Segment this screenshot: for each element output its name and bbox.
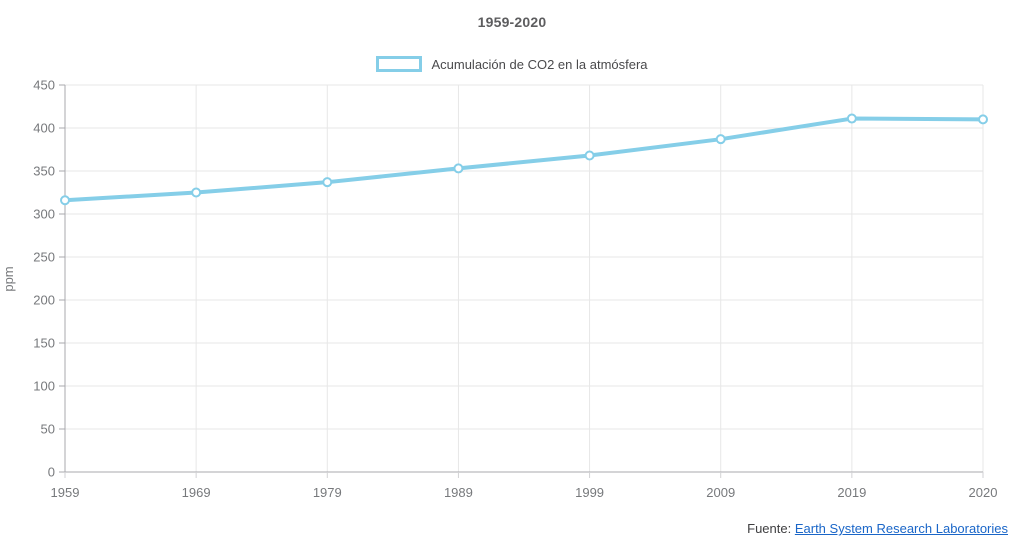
data-point-1989[interactable]: [453, 163, 464, 174]
y-tick-label: 300: [33, 207, 55, 222]
x-tick-label: 2009: [706, 485, 735, 500]
data-point-1969[interactable]: [191, 187, 202, 198]
source-attribution: Fuente: Earth System Research Laboratori…: [747, 521, 1008, 536]
y-tick-label: 350: [33, 164, 55, 179]
data-point-1959[interactable]: [60, 195, 70, 206]
legend-item-co2[interactable]: Acumulación de CO2 en la atmósfera: [376, 56, 648, 72]
y-tick-label: 200: [33, 293, 55, 308]
y-tick-label: 400: [33, 121, 55, 136]
x-tick-label: 2020: [969, 485, 998, 500]
data-point-2019[interactable]: [846, 113, 857, 124]
x-tick-label: 1979: [313, 485, 342, 500]
source-label: Fuente:: [747, 521, 795, 536]
chart-legend: Acumulación de CO2 en la atmósfera: [0, 56, 1024, 72]
line-chart-canvas: 0 50 100 150 200 250 300 350 400 450 1959 1969 1979 1…: [1, 78, 998, 501]
x-tick-label: 1959: [51, 485, 80, 500]
legend-label: Acumulación de CO2 en la atmósfera: [431, 56, 648, 72]
x-tick-label: 1989: [444, 485, 473, 500]
y-tick-label: 250: [33, 250, 55, 265]
chart-title: 1959-2020: [477, 14, 547, 30]
data-point-2020[interactable]: [978, 114, 988, 125]
data-point-1999[interactable]: [584, 150, 595, 161]
data-point-2009[interactable]: [715, 134, 726, 145]
y-tick-label: 150: [33, 336, 55, 351]
y-tick-label: 100: [33, 379, 55, 394]
x-tick-label: 1969: [182, 485, 211, 500]
series-line: [63, 116, 985, 203]
y-tick-label: 450: [33, 78, 55, 93]
x-tick-label: 2019: [837, 485, 866, 500]
source-link[interactable]: Earth System Research Laboratories: [794, 521, 1008, 536]
y-tick-label: 0: [48, 465, 55, 480]
x-tick-label: 1999: [575, 485, 604, 500]
data-point-1979[interactable]: [322, 177, 333, 188]
legend-swatch: [376, 56, 423, 72]
y-tick-label: 50: [41, 422, 55, 437]
y-axis-title: ppm: [1, 266, 16, 291]
